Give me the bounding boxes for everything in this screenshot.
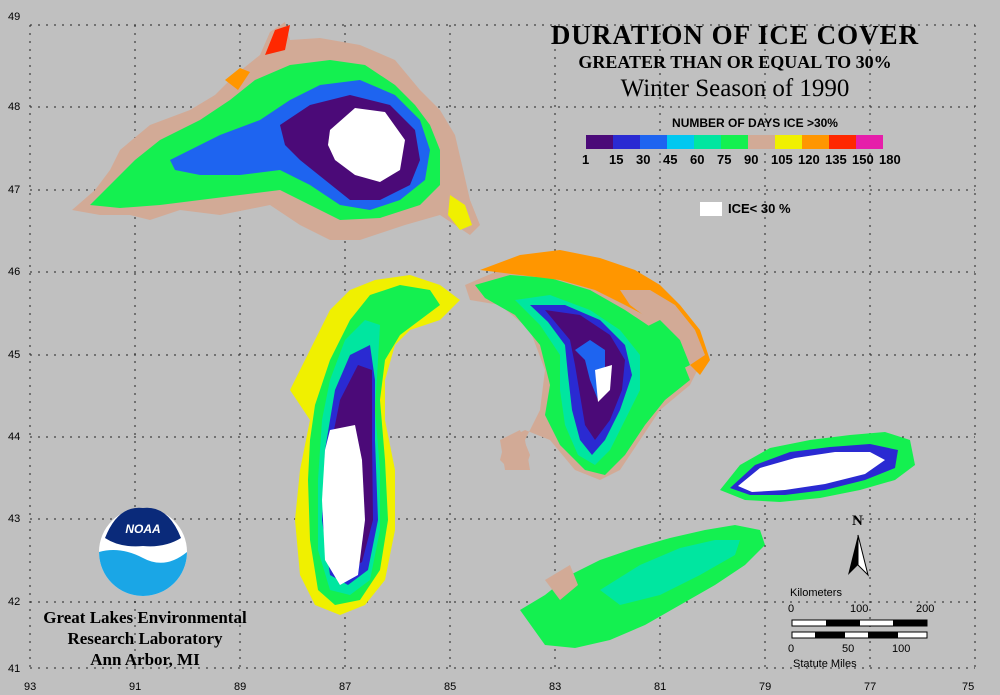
ice-swatch (700, 202, 722, 216)
lon-label: 85 (444, 681, 456, 693)
legend-labels: 1 15 30 45 60 75 90 105 120 135 150 180 (578, 152, 938, 168)
legend-label: 60 (690, 152, 705, 167)
noaa-logo-text: NOAA (125, 522, 160, 536)
legend-swatch (775, 135, 802, 149)
scale-km-tick: 100 (850, 603, 868, 615)
north-label: N (852, 513, 863, 529)
title-line-2: GREATER THAN OR EQUAL TO 30% (578, 52, 892, 72)
legend-swatch (802, 135, 829, 149)
ice-label: ICE< 30 % (728, 201, 791, 216)
scale-mi-label: Statute Miles (793, 658, 857, 670)
lon-label: 91 (129, 681, 141, 693)
scale-mi-tick: 100 (892, 643, 910, 655)
legend-title: NUMBER OF DAYS ICE >30% (672, 116, 838, 130)
legend-label: 135 (825, 152, 847, 167)
lon-label: 79 (759, 681, 771, 693)
legend-swatch (721, 135, 748, 149)
lat-label: 49 (8, 11, 20, 23)
legend-label: 90 (744, 152, 759, 167)
scale-km-label: Kilometers (790, 587, 842, 599)
legend-swatch (829, 135, 856, 149)
lon-label: 93 (24, 681, 36, 693)
lat-label: 44 (8, 431, 20, 443)
credit-line-3: Ann Arbor, MI (90, 650, 200, 669)
lat-label: 41 (8, 663, 20, 675)
lake-ontario (720, 432, 915, 502)
lat-label: 42 (8, 596, 20, 608)
scale-mi-tick: 50 (842, 643, 854, 655)
lon-label: 81 (654, 681, 666, 693)
legend-swatch (856, 135, 883, 149)
legend-swatch (640, 135, 667, 149)
legend-label: 150 (852, 152, 874, 167)
legend-label: 30 (636, 152, 651, 167)
georgian-bay (480, 250, 710, 375)
scale-mi-tick: 0 (788, 643, 794, 655)
legend-color-bar (586, 135, 883, 149)
lake-michigan (290, 275, 460, 615)
north-arrow-icon: N (848, 513, 869, 577)
lat-label: 47 (8, 184, 20, 196)
legend-label: 120 (798, 152, 820, 167)
lon-label: 77 (864, 681, 876, 693)
title-line-3: Winter Season of 1990 (620, 75, 850, 102)
legend-swatch (694, 135, 721, 149)
lon-label: 83 (549, 681, 561, 693)
lon-label: 75 (962, 681, 974, 693)
credit-block: Great Lakes Environmental Research Labor… (30, 607, 260, 670)
legend-swatch (667, 135, 694, 149)
lon-label: 89 (234, 681, 246, 693)
lake-huron (465, 260, 705, 480)
title-line-1: DURATION OF ICE COVER (550, 20, 920, 50)
legend-label: 1 (582, 152, 590, 167)
legend-label: 180 (879, 152, 901, 167)
legend-swatch (613, 135, 640, 149)
legend-label: 75 (717, 152, 732, 167)
lat-label: 48 (8, 101, 20, 113)
legend-label: 105 (771, 152, 793, 167)
legend-label: 15 (609, 152, 624, 167)
lake-superior (72, 22, 480, 240)
legend-swatch (586, 135, 613, 149)
credit-line-2: Research Laboratory (67, 629, 223, 648)
lat-label: 46 (8, 266, 20, 278)
lat-label: 43 (8, 513, 20, 525)
scale-bar: Kilometers 0 100 200 0 50 100 Statute Mi… (788, 587, 934, 670)
credit-line-1: Great Lakes Environmental (43, 608, 247, 627)
lat-label: 45 (8, 349, 20, 361)
legend-swatch (748, 135, 775, 149)
scale-km-tick: 200 (916, 603, 934, 615)
lake-erie (520, 525, 765, 648)
legend-label: 45 (663, 152, 678, 167)
scale-km-tick: 0 (788, 603, 794, 615)
lon-label: 87 (339, 681, 351, 693)
noaa-logo-icon: NOAA (99, 507, 187, 596)
